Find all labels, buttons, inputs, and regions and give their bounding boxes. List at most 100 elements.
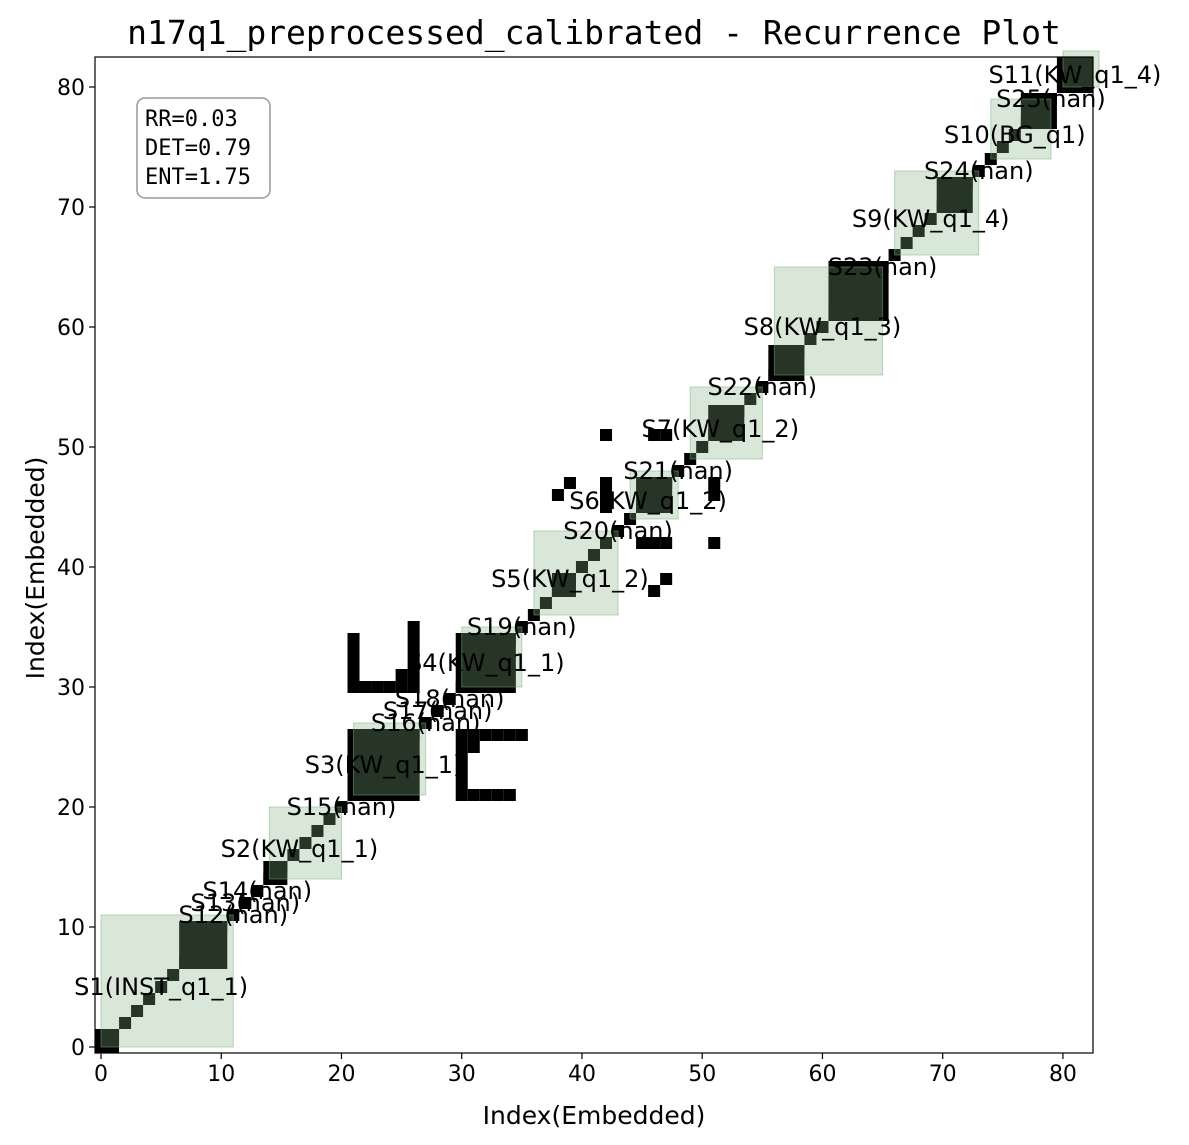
y-axis-ticks: 0 10 20 30 40 50 60 70 80	[57, 76, 95, 1061]
y-axis-label: Index(Embedded)	[21, 457, 50, 680]
diagonal-cell	[912, 225, 925, 237]
recurrence-point	[467, 789, 480, 801]
diagonal-cell	[431, 705, 444, 717]
segment-box	[773, 266, 884, 376]
recurrence-point	[407, 657, 420, 669]
recurrence-point	[479, 729, 492, 741]
segment-label: S23(nan)	[828, 253, 938, 281]
diagonal-cell	[287, 849, 300, 861]
recurrence-point	[491, 789, 504, 801]
y-tick-label: 20	[57, 796, 85, 821]
recurrence-point	[648, 585, 661, 597]
segment-label: S7(KW_q1_2)	[641, 415, 799, 443]
recurrence-point	[455, 753, 468, 765]
recurrence-point	[347, 681, 360, 693]
chart-title: n17q1_preprocessed_calibrated - Recurren…	[127, 13, 1061, 53]
recurrence-point	[648, 537, 661, 549]
recurrence-point	[467, 741, 480, 753]
recurrence-point	[491, 729, 504, 741]
recurrence-point	[467, 729, 480, 741]
diagonal-cell	[804, 333, 817, 345]
segment-label: S25(nan)	[996, 85, 1106, 113]
diagonal-cell	[924, 213, 937, 225]
recurrence-point	[551, 489, 564, 501]
diagonal-cell	[143, 993, 156, 1005]
recurrence-block	[551, 573, 576, 597]
recurrence-point	[515, 729, 528, 741]
segment-box	[268, 806, 342, 880]
x-tick-label: 40	[568, 1062, 596, 1087]
recurrence-point	[347, 669, 360, 681]
recurrence-point	[600, 429, 613, 441]
x-tick-label: 10	[207, 1062, 235, 1087]
y-tick-label: 50	[57, 436, 85, 461]
diagonal-cell	[311, 825, 324, 837]
x-tick-label: 60	[808, 1062, 836, 1087]
recurrence-point	[455, 729, 468, 741]
recurrence-block	[828, 261, 889, 321]
x-tick-label: 50	[688, 1062, 716, 1087]
recurrence-point	[407, 681, 420, 693]
recurrence-point	[648, 429, 661, 441]
recurrence-point	[600, 477, 613, 489]
recurrence-point	[600, 489, 613, 501]
recurrence-point	[383, 681, 396, 693]
recurrence-point	[563, 477, 576, 489]
y-tick-label: 30	[57, 676, 85, 701]
recurrence-point	[347, 645, 360, 657]
y-tick-label: 60	[57, 316, 85, 341]
recurrence-point	[636, 537, 649, 549]
segment-label: S15(nan)	[287, 793, 397, 821]
recurrence-point	[407, 645, 420, 657]
segment-label: S4(KW_q1_1)	[407, 649, 565, 677]
recurrence-point	[407, 621, 420, 633]
segment-box	[894, 170, 980, 256]
segment-label: S14(nan)	[203, 877, 313, 905]
plot-area: S1(INST_q1_1) S12(nan)S13(nan)S14(nan) S2(…	[74, 50, 1161, 1054]
diagonal-cell	[239, 897, 252, 909]
recurrence-point	[455, 777, 468, 789]
diagonal-cell	[816, 321, 829, 333]
recurrence-point	[600, 501, 613, 513]
diagonal-cell	[167, 969, 180, 981]
recurrence-point	[371, 681, 384, 693]
segment-label: S17(nan)	[383, 697, 493, 725]
diagonal-cell	[131, 1005, 144, 1017]
recurrence-block	[455, 633, 516, 693]
y-tick-label: 10	[57, 916, 85, 941]
stats-box: RR=0.03 DET=0.79 ENT=1.75	[136, 97, 271, 199]
segment-label: S2(KW_q1_1)	[221, 835, 379, 863]
segment-label: S3(KW_q1_1)	[305, 751, 463, 779]
diagonal-cell	[600, 537, 613, 549]
diagonal-cell	[696, 441, 709, 453]
y-tick-label: 40	[57, 556, 85, 581]
x-tick-label: 80	[1049, 1062, 1077, 1087]
recurrence-point	[395, 681, 408, 693]
plot-frame	[94, 56, 1094, 1054]
recurrence-point	[455, 765, 468, 777]
segment-label: S10(BG_q1)	[944, 121, 1086, 149]
recurrence-point	[708, 477, 721, 489]
recurrence-point	[347, 657, 360, 669]
diagonal-cell	[299, 837, 312, 849]
x-axis-ticks: 0 10 20 30 40 50 60 70 80	[94, 1053, 1077, 1087]
recurrence-point	[395, 669, 408, 681]
recurrence-point	[347, 633, 360, 645]
recurrence-block	[936, 177, 973, 213]
x-axis-label: Index(Embedded)	[483, 1101, 706, 1130]
x-tick-label: 70	[929, 1062, 957, 1087]
y-tick-label: 0	[71, 1036, 85, 1061]
recurrence-block	[263, 861, 288, 885]
diagonal-cell	[539, 597, 552, 609]
stats-line: RR=0.03	[145, 107, 238, 132]
recurrence-point	[455, 789, 468, 801]
segment-label: S20(nan)	[563, 517, 673, 545]
recurrence-point	[503, 729, 516, 741]
recurrence-point	[708, 489, 721, 501]
diagonal-cell	[587, 549, 601, 561]
recurrence-block	[636, 477, 673, 513]
segment-box	[353, 722, 427, 796]
y-tick-label: 80	[57, 76, 85, 101]
segment-label: S6(KW_q1_2)	[569, 487, 727, 515]
